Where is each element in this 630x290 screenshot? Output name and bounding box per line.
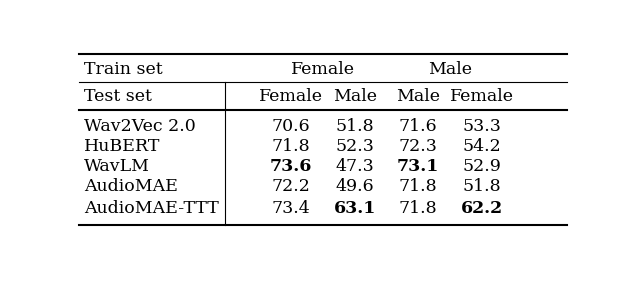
Text: 52.9: 52.9	[462, 158, 501, 175]
Text: 73.1: 73.1	[397, 158, 439, 175]
Text: 71.8: 71.8	[399, 178, 437, 195]
Text: Test set: Test set	[84, 88, 151, 105]
Text: 71.6: 71.6	[399, 118, 437, 135]
Text: 70.6: 70.6	[272, 118, 311, 135]
Text: Female: Female	[259, 88, 323, 105]
Text: 49.6: 49.6	[335, 178, 374, 195]
Text: 54.2: 54.2	[462, 138, 501, 155]
Text: 51.8: 51.8	[462, 178, 501, 195]
Text: Train set: Train set	[84, 61, 163, 78]
Text: WavLM: WavLM	[84, 158, 150, 175]
Text: Female: Female	[450, 88, 513, 105]
Text: HuBERT: HuBERT	[84, 138, 160, 155]
Text: 72.3: 72.3	[399, 138, 437, 155]
Text: Male: Male	[396, 88, 440, 105]
Text: 73.4: 73.4	[272, 200, 311, 218]
Text: AudioMAE: AudioMAE	[84, 178, 178, 195]
Text: 62.2: 62.2	[461, 200, 503, 218]
Text: 71.8: 71.8	[399, 200, 437, 218]
Text: 51.8: 51.8	[335, 118, 374, 135]
Text: 53.3: 53.3	[462, 118, 501, 135]
Text: Male: Male	[428, 61, 472, 78]
Text: Male: Male	[333, 88, 377, 105]
Text: 72.2: 72.2	[272, 178, 311, 195]
Text: 63.1: 63.1	[333, 200, 376, 218]
Text: 71.8: 71.8	[272, 138, 311, 155]
Text: 73.6: 73.6	[270, 158, 312, 175]
Text: Wav2Vec 2.0: Wav2Vec 2.0	[84, 118, 195, 135]
Text: Female: Female	[291, 61, 355, 78]
Text: AudioMAE-TTT: AudioMAE-TTT	[84, 200, 219, 218]
Text: 47.3: 47.3	[335, 158, 374, 175]
Text: 52.3: 52.3	[335, 138, 374, 155]
